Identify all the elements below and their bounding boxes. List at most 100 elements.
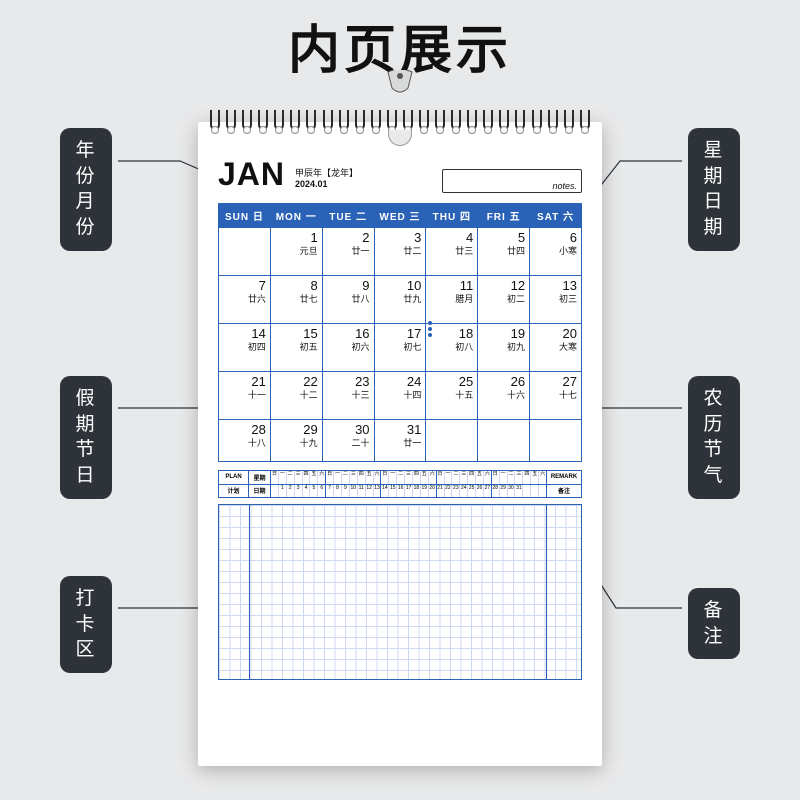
calendar-cell[interactable]: 26十六	[478, 372, 530, 420]
tracker-date: 5	[310, 485, 318, 498]
calendar-cell[interactable]: 8廿七	[270, 276, 322, 324]
calendar-cell[interactable]: 21十一	[219, 372, 271, 420]
day-number: 12	[478, 279, 525, 292]
calendar-cell[interactable]: 29十九	[270, 420, 322, 462]
tracker-weekday: 四	[413, 471, 421, 484]
day-number: 4	[426, 231, 473, 244]
calendar-cell[interactable]: 31廿一	[374, 420, 426, 462]
day-lunar: 廿七	[271, 294, 318, 305]
tracker-date	[531, 485, 539, 498]
calendar-cell[interactable]: 27十七	[530, 372, 582, 420]
tracker-weekday: 五	[531, 471, 539, 484]
calendar-cell[interactable]: 25十五	[426, 372, 478, 420]
day-number: 25	[426, 375, 473, 388]
day-lunar: 十一	[219, 390, 266, 401]
day-number: 16	[323, 327, 370, 340]
calendar-cell[interactable]: 17初七	[374, 324, 426, 372]
tracker-weekday: 六	[484, 471, 491, 484]
calendar-cell[interactable]: 28 十八	[219, 420, 271, 462]
tracker-date: 24	[460, 485, 468, 498]
tracker-week: 日一二三四五六14151617181920	[381, 471, 436, 497]
day-number: 18	[426, 327, 473, 340]
tracker-week: 日一二三四五六21222324252627	[437, 471, 492, 497]
callout-checkin: 打卡区	[60, 576, 112, 673]
tracker-remark-en: REMARK	[547, 471, 581, 485]
tracker-weekday: 一	[279, 471, 287, 484]
tracker-weekday: 六	[429, 471, 436, 484]
tracker-weekday: 日	[381, 471, 389, 484]
tracker-weekday: 一	[445, 471, 453, 484]
calendar-cell[interactable]: 4廿三	[426, 228, 478, 276]
calendar-page: JAN 甲辰年【龙年】 2024.01 notes. SUN 日MON 一TUE…	[198, 122, 602, 766]
tracker-weekday: 二	[452, 471, 460, 484]
tracker-date: 7	[326, 485, 334, 498]
tracker-date: 10	[350, 485, 358, 498]
calendar-cell[interactable]: 13初三	[530, 276, 582, 324]
calendar-cell[interactable]: 30 二十	[322, 420, 374, 462]
calendar-cell[interactable]: 14初四	[219, 324, 271, 372]
tracker-date: 30	[508, 485, 516, 498]
tracker-weekday: 三	[350, 471, 358, 484]
calendar-cell[interactable]: 11腊月	[426, 276, 478, 324]
calendar-cell[interactable]: 2廿一	[322, 228, 374, 276]
calendar-cell[interactable]	[478, 420, 530, 462]
calendar-cell[interactable]: 3廿二	[374, 228, 426, 276]
day-lunar: 十八	[219, 438, 266, 449]
calendar-cell[interactable]	[219, 228, 271, 276]
tracker-weekday: 二	[397, 471, 405, 484]
calendar-cell[interactable]: 1元旦	[270, 228, 322, 276]
calendar-cell[interactable]: 16初六	[322, 324, 374, 372]
lunar-year: 甲辰年【龙年】	[295, 168, 358, 180]
day-number: 30	[323, 423, 370, 436]
calendar-cell[interactable]: 22十二	[270, 372, 322, 420]
tracker-date: 25	[468, 485, 476, 498]
tracker-week: 日一二三四五六78910111213	[326, 471, 381, 497]
calendar-cell[interactable]: 10廿九	[374, 276, 426, 324]
day-number: 6	[530, 231, 577, 244]
calendar-cell[interactable]: 5廿四	[478, 228, 530, 276]
calendar-cell[interactable]	[426, 420, 478, 462]
tracker-weekday: 四	[468, 471, 476, 484]
tracker-weekday: 三	[295, 471, 303, 484]
calendar-cell[interactable]	[530, 420, 582, 462]
tracker-date: 2	[287, 485, 295, 498]
tracker-date: 14	[381, 485, 389, 498]
tracker-date: 31	[515, 485, 523, 498]
tracker-right: REMARK 备注	[547, 471, 581, 497]
day-lunar: 二十	[323, 438, 370, 449]
weekday-header: FRI 五	[478, 204, 530, 228]
month-meta: 甲辰年【龙年】 2024.01	[295, 168, 358, 193]
calendar-cell[interactable]: 7廿六	[219, 276, 271, 324]
calendar-cell[interactable]: 24十四	[374, 372, 426, 420]
tracker-weekday: 四	[523, 471, 531, 484]
day-lunar: 廿八	[323, 294, 370, 305]
calendar-cell[interactable]: 19初九	[478, 324, 530, 372]
notes-box[interactable]: notes.	[442, 169, 582, 193]
tracker-weeks: 日一二三四五六 123456日一二三四五六78910111213日一二三四五六1…	[271, 471, 547, 497]
calendar-cell[interactable]: 12初二	[478, 276, 530, 324]
tracker-date: 11	[358, 485, 366, 498]
day-number: 28	[219, 423, 266, 436]
tracker-date: 9	[342, 485, 350, 498]
checkin-grid[interactable]	[218, 504, 582, 680]
calendar-cell[interactable]: 9廿八	[322, 276, 374, 324]
calendar-cell[interactable]: 20大寒	[530, 324, 582, 372]
notes-label: notes.	[552, 181, 577, 191]
tracker-weekday: 二	[508, 471, 516, 484]
month-abbr: JAN	[218, 156, 285, 193]
day-lunar: 小寒	[530, 246, 577, 257]
day-lunar: 十九	[271, 438, 318, 449]
tracker-weekday: 一	[389, 471, 397, 484]
weekday-header: SAT 六	[530, 204, 582, 228]
calendar-cell[interactable]: 6 小寒	[530, 228, 582, 276]
day-lunar: 初九	[478, 342, 525, 353]
day-lunar: 初三	[530, 294, 577, 305]
calendar-cell[interactable]: 15初五	[270, 324, 322, 372]
day-lunar: 初四	[219, 342, 266, 353]
day-number: 20	[530, 327, 577, 340]
tracker-weekday: 四	[303, 471, 311, 484]
day-lunar: 十四	[375, 390, 422, 401]
callout-holiday: 假期节日	[60, 376, 112, 499]
calendar-cell[interactable]: 18初八	[426, 324, 478, 372]
calendar-cell[interactable]: 23十三	[322, 372, 374, 420]
